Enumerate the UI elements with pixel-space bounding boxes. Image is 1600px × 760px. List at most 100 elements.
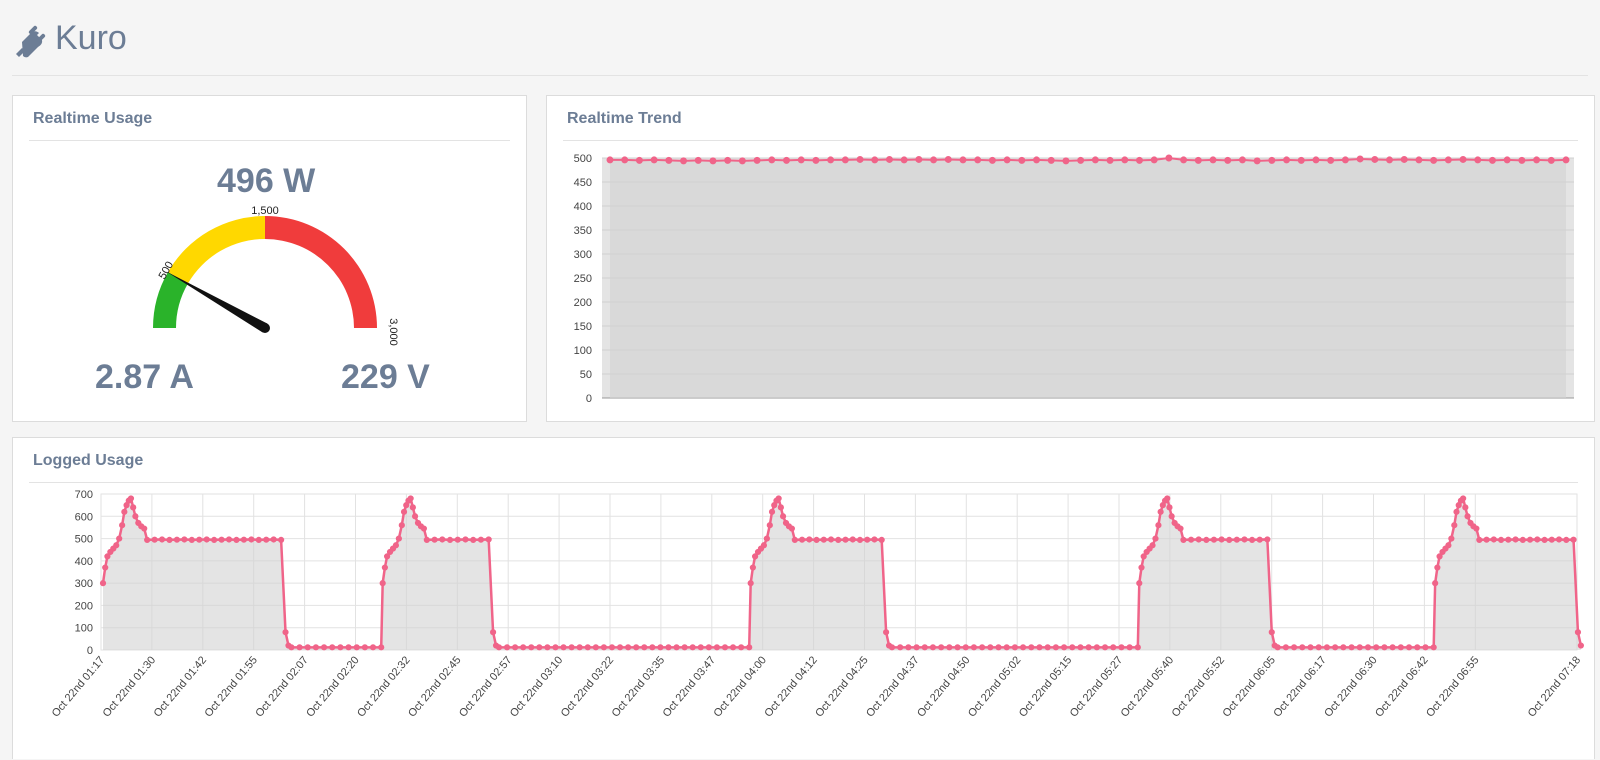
x-tick-label: Oct 22nd 06:17 bbox=[1271, 654, 1329, 719]
data-point bbox=[1238, 156, 1246, 164]
data-point bbox=[1476, 536, 1483, 544]
data-point bbox=[1397, 644, 1404, 651]
data-point bbox=[1268, 629, 1275, 636]
data-point bbox=[768, 156, 776, 164]
x-tick-label: Oct 22nd 04:50 bbox=[915, 654, 973, 719]
x-tick-label: Oct 22nd 03:35 bbox=[610, 654, 668, 719]
x-tick-label: Oct 22nd 02:57 bbox=[457, 654, 515, 719]
power-reading: 496 W bbox=[217, 162, 316, 200]
data-point bbox=[1149, 542, 1156, 549]
data-point bbox=[944, 155, 952, 163]
data-point bbox=[1268, 156, 1276, 164]
data-point bbox=[1203, 536, 1210, 544]
data-point bbox=[1106, 156, 1114, 164]
x-tick-label: Oct 22nd 01:55 bbox=[202, 654, 260, 719]
data-point bbox=[987, 644, 994, 651]
x-tick-label: Oct 22nd 01:30 bbox=[101, 654, 159, 719]
data-point bbox=[806, 536, 813, 543]
data-point bbox=[709, 157, 717, 165]
data-point bbox=[116, 535, 123, 542]
y-tick-label: 500 bbox=[75, 534, 93, 546]
data-point bbox=[900, 156, 908, 164]
x-tick-label: Oct 22nd 04:37 bbox=[864, 654, 922, 719]
realtime-trend-chart: 0 50 100 150 200 250 300 350 400 450 500 bbox=[574, 153, 1574, 405]
data-point bbox=[1574, 629, 1582, 636]
data-point bbox=[592, 644, 599, 651]
data-point bbox=[915, 155, 923, 163]
data-point bbox=[697, 644, 704, 651]
data-point bbox=[312, 644, 320, 651]
data-point bbox=[746, 644, 753, 651]
data-point bbox=[1533, 156, 1541, 164]
data-point bbox=[1356, 644, 1363, 651]
data-point bbox=[411, 513, 419, 520]
data-point bbox=[1003, 156, 1011, 164]
data-point bbox=[255, 536, 262, 544]
data-point bbox=[721, 644, 729, 651]
data-point bbox=[1299, 644, 1306, 651]
data-point bbox=[1436, 553, 1443, 560]
data-point bbox=[1474, 156, 1482, 164]
data-point bbox=[959, 156, 967, 164]
x-tick-label: Oct 22nd 03:47 bbox=[661, 654, 719, 719]
app-title[interactable]: Kuro bbox=[55, 19, 127, 57]
data-point bbox=[1077, 156, 1085, 164]
data-point bbox=[1460, 495, 1467, 502]
data-point bbox=[544, 644, 551, 651]
data-point bbox=[1136, 580, 1143, 587]
data-point bbox=[1341, 156, 1349, 164]
data-point bbox=[1371, 155, 1379, 163]
x-tick-label: Oct 22nd 03:22 bbox=[559, 654, 617, 719]
x-tick-label: Oct 22nd 02:45 bbox=[406, 654, 464, 719]
data-point bbox=[132, 513, 139, 520]
data-point bbox=[813, 536, 820, 544]
data-point bbox=[930, 156, 938, 164]
data-point bbox=[296, 644, 303, 651]
x-tick-label: Oct 22nd 05:02 bbox=[966, 654, 1024, 719]
data-point bbox=[871, 156, 879, 164]
y-tick-label: 350 bbox=[574, 225, 592, 237]
data-point bbox=[181, 536, 188, 543]
data-point bbox=[1422, 644, 1429, 651]
data-point bbox=[1011, 644, 1019, 651]
data-point bbox=[536, 644, 543, 651]
logged-usage-panel: Logged Usage 0 100 200 300 400 500 600 700 Oct 2… bbox=[12, 437, 1595, 759]
data-point bbox=[1512, 536, 1519, 543]
data-point bbox=[407, 495, 414, 502]
data-point bbox=[398, 522, 405, 529]
y-tick-label: 400 bbox=[75, 556, 93, 568]
data-point bbox=[454, 536, 461, 543]
data-point bbox=[988, 156, 996, 164]
data-point bbox=[1312, 156, 1320, 164]
data-point bbox=[946, 644, 953, 651]
panel-divider bbox=[29, 482, 1578, 483]
data-point bbox=[1283, 156, 1291, 164]
data-point bbox=[779, 513, 787, 520]
data-point bbox=[1430, 156, 1438, 164]
data-point bbox=[1464, 513, 1471, 520]
data-point bbox=[102, 564, 109, 571]
panel-title: Realtime Usage bbox=[33, 110, 153, 127]
data-point bbox=[600, 644, 608, 651]
y-tick-label: 500 bbox=[574, 153, 592, 165]
data-point bbox=[1126, 644, 1133, 651]
data-point bbox=[211, 536, 218, 544]
data-point bbox=[1077, 644, 1084, 651]
x-tick-label: Oct 22nd 01:42 bbox=[152, 654, 210, 719]
data-point bbox=[1405, 644, 1413, 651]
data-point bbox=[1577, 642, 1584, 649]
data-point bbox=[1534, 536, 1541, 543]
data-point bbox=[1157, 508, 1164, 515]
data-point bbox=[641, 644, 648, 651]
data-point bbox=[1430, 644, 1437, 651]
data-point bbox=[841, 156, 849, 164]
x-tick-label: Oct 22nd 04:00 bbox=[711, 654, 769, 719]
data-point bbox=[1555, 536, 1563, 543]
data-point bbox=[1503, 156, 1511, 164]
data-point bbox=[897, 644, 904, 651]
data-point bbox=[1118, 644, 1125, 651]
data-point bbox=[995, 644, 1002, 651]
data-point bbox=[218, 536, 225, 543]
y-tick-label: 200 bbox=[75, 600, 93, 612]
data-point bbox=[689, 644, 696, 651]
